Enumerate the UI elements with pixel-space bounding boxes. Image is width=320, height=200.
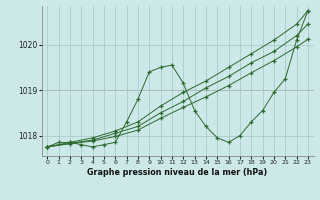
X-axis label: Graphe pression niveau de la mer (hPa): Graphe pression niveau de la mer (hPa) (87, 168, 268, 177)
